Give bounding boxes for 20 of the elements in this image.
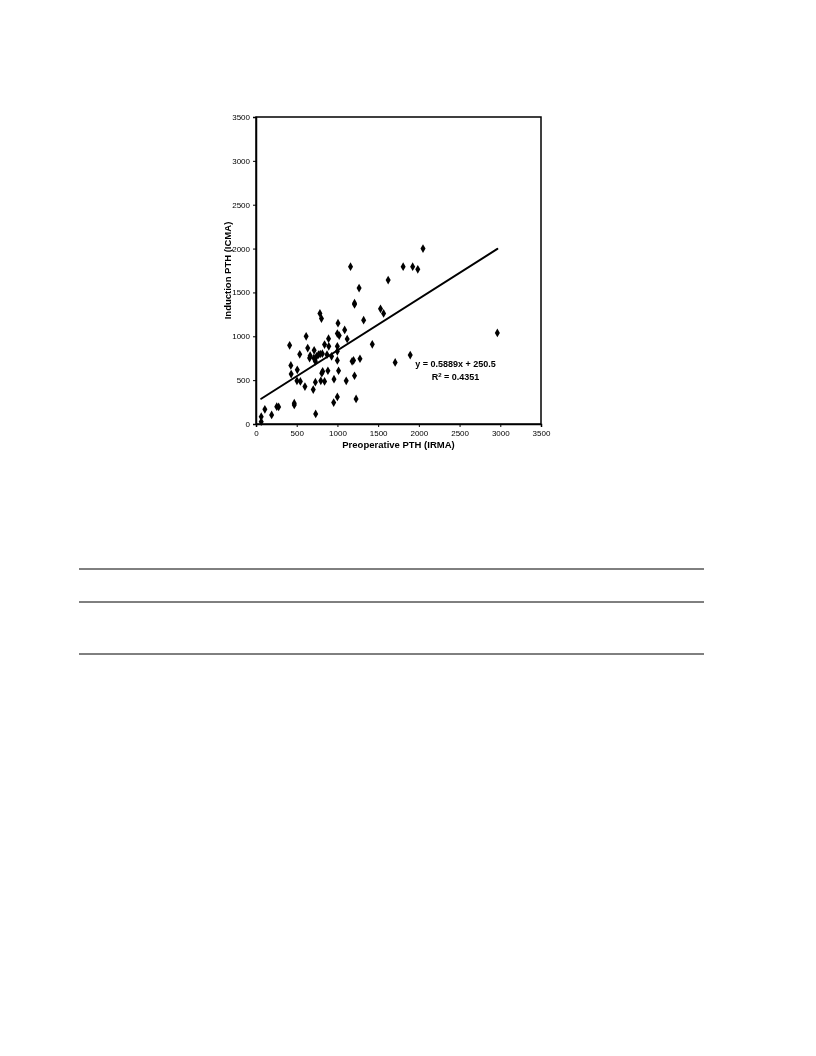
y-tick-label: 500 [236,376,251,386]
y-tick-label: 0 [245,420,251,430]
x-tick-label: 1000 [329,428,348,438]
x-tick-label: 0 [254,428,260,438]
x-tick-label: 1500 [369,428,389,438]
x-tick-label: 2000 [410,428,429,438]
y-tick-label: 3500 [232,113,251,123]
y-tick-label: 2500 [232,200,251,210]
x-axis-title: Preoperative PTH (IRMA) [342,439,455,450]
x-tick-label: 2500 [451,428,470,438]
x-tick-label: 500 [290,428,305,438]
y-tick-label: 2000 [232,244,251,254]
x-tick-label: 3000 [491,428,511,438]
y-tick-label: 1000 [232,332,251,342]
y-tick-label: 1500 [232,288,251,298]
annotation: R$^{2}$ = 0.4351 [431,371,480,382]
x-tick-label: 3500 [532,428,551,438]
y-axis-title: Induction PTH (ICMA) [222,221,233,320]
y-tick-label: 3000 [232,156,251,166]
annotation: y = 0.5889x + 250.5 [415,358,496,369]
